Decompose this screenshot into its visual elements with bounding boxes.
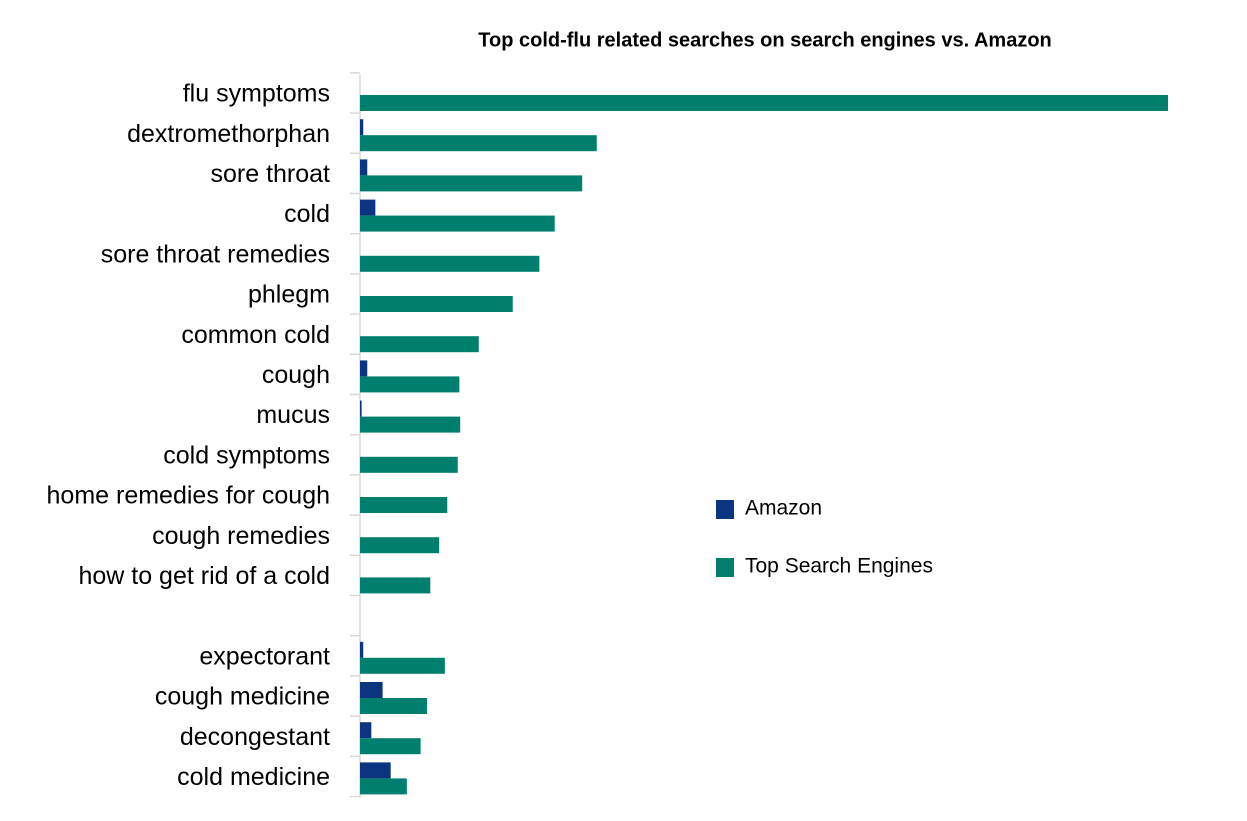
y-tick-label: dextromethorphan	[127, 120, 330, 148]
bar	[360, 159, 368, 176]
bar	[360, 456, 458, 473]
bar	[360, 416, 461, 433]
bar	[360, 175, 583, 192]
bar	[360, 698, 428, 714]
chart-title: Top cold-flu related searches on search …	[478, 29, 1052, 51]
bar	[360, 296, 513, 312]
y-tick-label: cough remedies	[152, 522, 330, 550]
bar	[360, 360, 368, 377]
bar	[360, 682, 383, 698]
bar	[360, 255, 540, 272]
y-tick-label: flu symptoms	[183, 80, 330, 108]
bar	[360, 657, 445, 674]
bar	[360, 400, 362, 417]
y-tick-label: cold medicine	[177, 763, 330, 791]
y-tick-label: sore throat	[210, 160, 330, 188]
bar	[360, 119, 364, 136]
legend-swatch	[716, 500, 734, 519]
y-tick-label: common cold	[181, 321, 330, 349]
y-tick-label: cough medicine	[155, 683, 330, 711]
bar	[360, 577, 431, 594]
bar	[360, 641, 364, 658]
bar	[360, 778, 407, 795]
bar	[360, 376, 460, 393]
y-tick-label: how to get rid of a cold	[78, 562, 330, 590]
y-tick-label: sore throat remedies	[101, 240, 330, 268]
legend-label: Top Search Engines	[745, 555, 933, 578]
bar	[360, 497, 448, 513]
y-tick-label: mucus	[256, 401, 330, 429]
y-tick-label: cold symptoms	[163, 441, 330, 469]
bar	[360, 95, 1168, 111]
bar	[360, 336, 479, 353]
bar	[360, 199, 376, 216]
bar	[360, 738, 421, 755]
y-tick-label: cough	[262, 361, 330, 389]
y-tick-label: expectorant	[199, 642, 330, 670]
y-tick-label: home remedies for cough	[47, 482, 330, 510]
legend-label: Amazon	[745, 497, 822, 520]
bar	[360, 762, 391, 779]
bar	[360, 722, 372, 739]
bar	[360, 135, 597, 152]
bar	[360, 215, 555, 232]
y-tick-label: phlegm	[248, 281, 330, 309]
legend-swatch	[716, 558, 734, 577]
y-tick-label: cold	[284, 200, 330, 228]
y-tick-label: decongestant	[180, 723, 330, 751]
bar	[360, 537, 440, 554]
